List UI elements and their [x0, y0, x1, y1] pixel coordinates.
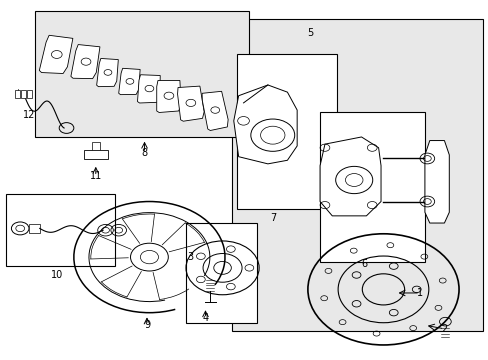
Text: 12: 12: [23, 111, 35, 121]
Text: 2: 2: [440, 324, 447, 334]
Polygon shape: [39, 35, 73, 73]
Bar: [92, 142, 100, 150]
Bar: [21, 90, 26, 98]
Bar: [5, 194, 115, 266]
Text: 11: 11: [89, 171, 102, 181]
Polygon shape: [177, 86, 203, 121]
Polygon shape: [202, 91, 228, 131]
Bar: [232, 19, 483, 330]
Polygon shape: [157, 81, 181, 112]
Bar: [83, 150, 108, 159]
Text: 9: 9: [143, 320, 150, 330]
Text: 8: 8: [141, 148, 147, 158]
Polygon shape: [71, 45, 100, 78]
Polygon shape: [137, 75, 160, 103]
Bar: [237, 54, 336, 209]
Text: 5: 5: [306, 28, 313, 38]
Polygon shape: [233, 85, 297, 164]
Polygon shape: [424, 140, 448, 223]
Text: 3: 3: [187, 252, 194, 262]
Bar: [35, 12, 249, 137]
Text: 4: 4: [202, 313, 208, 323]
Bar: [27, 90, 32, 98]
Bar: [185, 223, 256, 323]
Polygon shape: [97, 58, 118, 87]
Text: 1: 1: [416, 288, 422, 298]
Bar: [29, 224, 40, 233]
Text: 6: 6: [360, 259, 366, 269]
Text: 7: 7: [270, 213, 276, 222]
Bar: [320, 112, 424, 262]
Bar: [15, 90, 20, 98]
Polygon shape: [320, 137, 380, 216]
Text: 10: 10: [51, 270, 63, 280]
Polygon shape: [119, 68, 140, 95]
